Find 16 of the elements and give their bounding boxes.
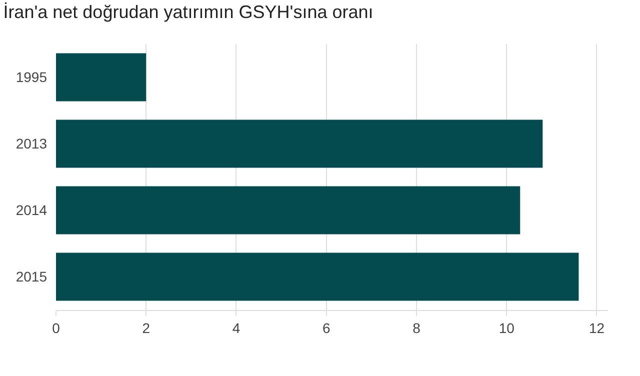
bar — [56, 53, 146, 102]
bar — [56, 120, 543, 168]
x-tick-label: 0 — [52, 320, 60, 336]
y-tick-label: 2013 — [16, 136, 48, 152]
x-tick-label: 10 — [498, 320, 515, 336]
y-tick-label: 2015 — [16, 268, 48, 285]
bar — [56, 186, 520, 234]
x-tick-label: 8 — [412, 320, 421, 336]
x-tick-label: 4 — [232, 320, 240, 336]
y-tick-label: 2014 — [16, 202, 48, 218]
x-tick-label: 2 — [142, 320, 150, 336]
x-tick-label: 6 — [322, 320, 330, 336]
bar — [56, 252, 579, 301]
y-tick-label: 1995 — [16, 69, 48, 86]
chart-title: İran'a net doğrudan yatırımın GSYH'sına oranı — [3, 2, 374, 22]
x-tick-label: 12 — [588, 320, 605, 336]
